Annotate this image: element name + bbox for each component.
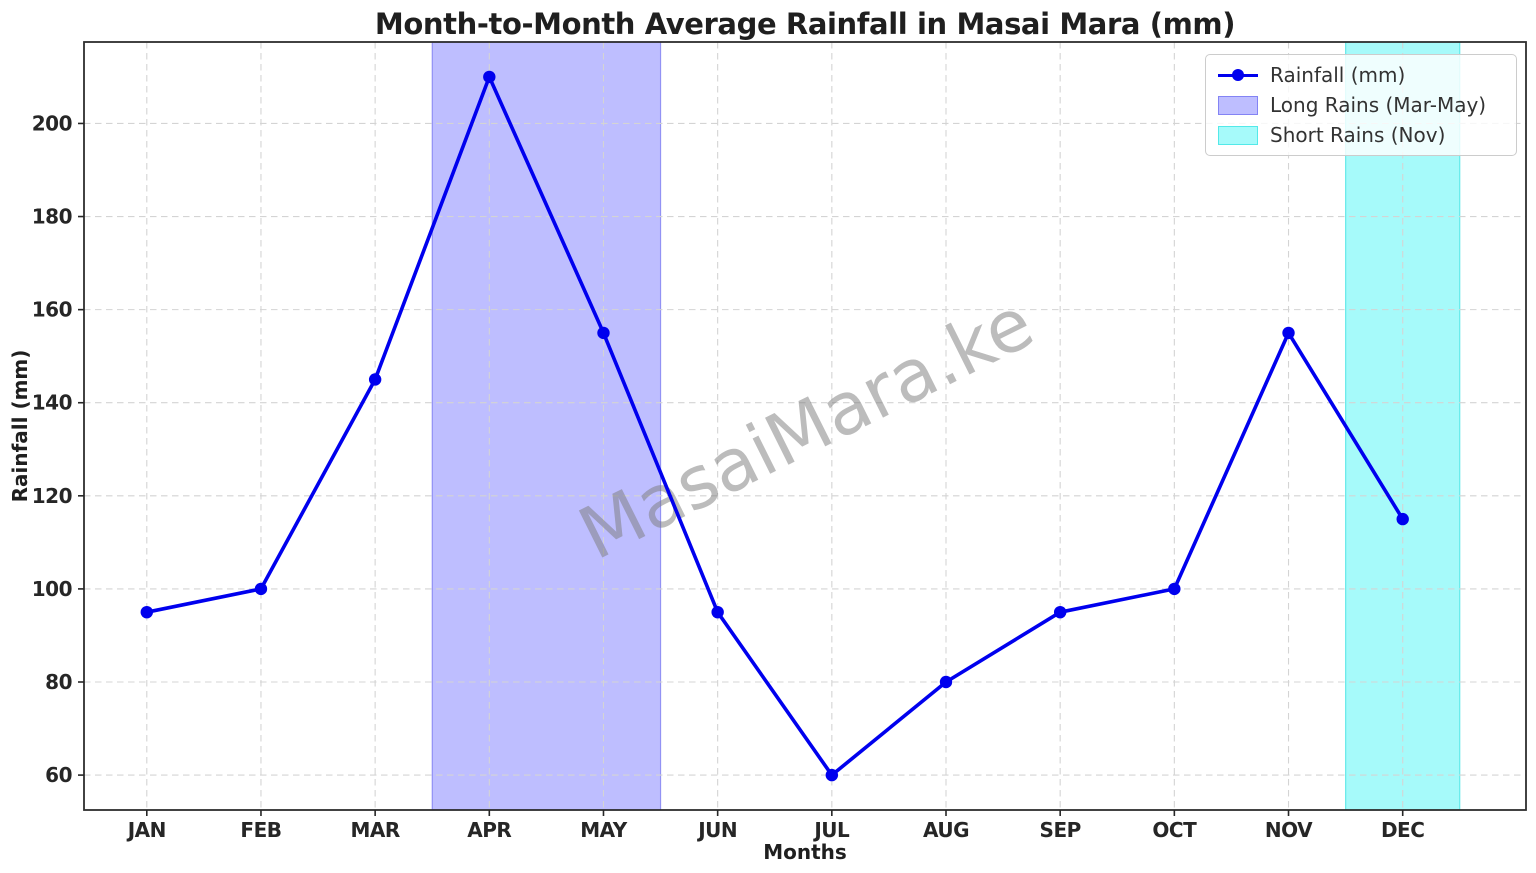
x-tick-label: JAN bbox=[126, 818, 166, 842]
x-tick-label: AUG bbox=[923, 818, 969, 842]
y-axis-label: Rainfall (mm) bbox=[8, 349, 32, 503]
long-rains-band bbox=[431, 41, 662, 811]
legend: Rainfall (mm) Long Rains (Mar-May) Short… bbox=[1205, 54, 1517, 156]
x-tick-label: JUN bbox=[696, 818, 737, 842]
rainfall-line bbox=[144, 75, 1405, 777]
x-axis-label: Months bbox=[763, 840, 847, 864]
legend-item-long-rains: Long Rains (Mar-May) bbox=[1218, 92, 1504, 118]
x-tick-label: SEP bbox=[1040, 818, 1081, 842]
x-tick-label: NOV bbox=[1265, 818, 1313, 842]
legend-label-long-rains: Long Rains (Mar-May) bbox=[1270, 93, 1487, 117]
legend-label-short-rains: Short Rains (Nov) bbox=[1270, 123, 1446, 147]
data-point-marker bbox=[368, 373, 382, 386]
y-tick-label: 80 bbox=[45, 670, 72, 694]
data-point-marker bbox=[825, 768, 839, 782]
chart-title: Month-to-Month Average Rainfall in Masai… bbox=[374, 7, 1236, 41]
plot-border bbox=[83, 41, 1527, 811]
data-point-marker bbox=[1168, 582, 1181, 596]
legend-short-rains-swatch-icon bbox=[1218, 125, 1258, 145]
x-tick-label: APR bbox=[467, 818, 511, 842]
data-point-marker bbox=[597, 326, 610, 340]
y-tick-label: 100 bbox=[32, 577, 72, 601]
x-tick-label: DEC bbox=[1381, 818, 1424, 842]
data-point-marker bbox=[1053, 605, 1067, 619]
legend-item-rainfall: Rainfall (mm) bbox=[1218, 62, 1504, 88]
data-point-marker bbox=[1396, 512, 1409, 526]
y-tick-label: 180 bbox=[32, 205, 72, 229]
data-point-marker bbox=[483, 70, 496, 84]
legend-long-rains-swatch-icon bbox=[1218, 95, 1258, 115]
data-point-marker bbox=[1282, 326, 1295, 340]
x-tick-label: MAR bbox=[350, 818, 399, 842]
y-tick-label: 140 bbox=[32, 391, 72, 415]
data-point-marker bbox=[254, 582, 268, 596]
x-tick-label: OCT bbox=[1152, 818, 1197, 842]
x-tick-label: MAY bbox=[580, 818, 627, 842]
legend-label-rainfall: Rainfall (mm) bbox=[1270, 63, 1406, 87]
legend-line-marker-icon bbox=[1218, 66, 1258, 85]
y-tick-label: 60 bbox=[45, 763, 72, 787]
x-tick-label: JUL bbox=[812, 818, 850, 842]
legend-item-short-rains: Short Rains (Nov) bbox=[1218, 122, 1504, 148]
y-tick-label: 200 bbox=[32, 111, 72, 135]
data-point-marker bbox=[939, 675, 953, 689]
data-point-marker bbox=[711, 605, 724, 619]
x-tick-label: FEB bbox=[240, 818, 281, 842]
y-tick-label: 120 bbox=[32, 484, 72, 508]
y-tick-label: 160 bbox=[32, 298, 72, 322]
data-point-marker bbox=[140, 605, 153, 619]
